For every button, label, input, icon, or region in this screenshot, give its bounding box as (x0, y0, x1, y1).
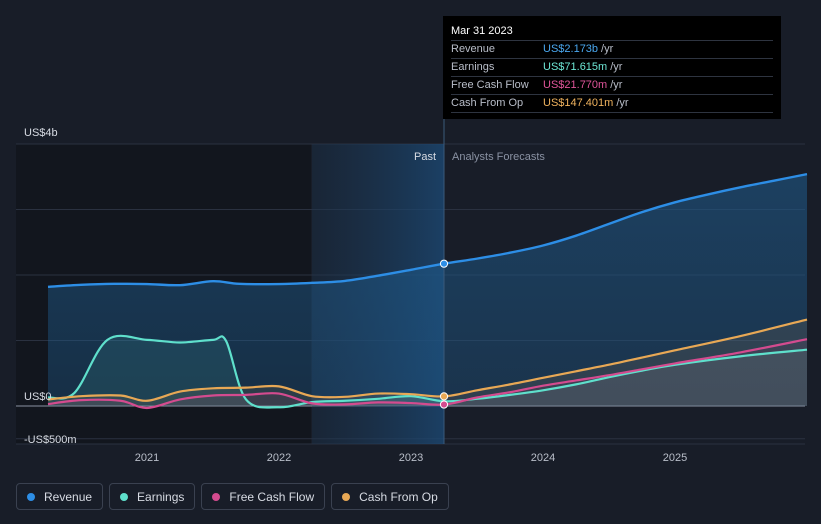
y-tick-label: US$0 (24, 391, 52, 403)
tooltip-value: US$71.615m (543, 61, 608, 73)
tooltip-label: Earnings (451, 61, 495, 73)
marker-free-cash-flow (439, 400, 449, 409)
legend-label: Free Cash Flow (229, 489, 315, 504)
area-cash-from-op (48, 319, 807, 406)
area-revenue (48, 174, 807, 406)
x-tick-label: 2025 (663, 452, 687, 464)
y-tick-label: -US$500m (24, 434, 77, 446)
series-lines (47, 172, 808, 410)
forecast-label: Analysts Forecasts (452, 151, 545, 163)
line-cash-from-op (47, 318, 808, 402)
tooltip-label: Revenue (451, 43, 496, 55)
marker-cash-from-op (439, 392, 449, 401)
x-tick-label: 2023 (399, 452, 423, 464)
legend: Revenue Earnings Free Cash Flow Cash Fro… (16, 483, 449, 510)
legend-label: Cash From Op (359, 489, 438, 504)
tooltip-unit: /yr (601, 43, 614, 55)
tooltip-unit: /yr (616, 97, 629, 109)
tooltip-label: Cash From Op (451, 97, 524, 109)
chart: US$4b US$0 -US$500m 2021 2022 2023 2024 2025 P… (16, 16, 808, 464)
x-axis-labels: 2021 2022 2023 2024 2025 (135, 452, 687, 464)
x-tick-label: 2021 (135, 452, 159, 464)
line-free-cash-flow (47, 338, 808, 410)
legend-label: Revenue (44, 489, 93, 504)
legend-dot-icon (342, 492, 351, 501)
tooltip-label: Free Cash Flow (451, 79, 529, 91)
legend-dot-icon (212, 492, 221, 501)
legend-dot-icon (27, 492, 35, 501)
area-earnings (48, 335, 807, 408)
legend-dot-icon (120, 492, 129, 501)
x-tick-label: 2022 (267, 452, 291, 464)
series-markers (439, 259, 449, 409)
legend-item-cash-from-op[interactable]: Cash From Op (331, 483, 449, 510)
tooltip-row-earnings: Earnings US$71.615m /yr (451, 59, 773, 77)
tooltip-value: US$21.770m (543, 79, 608, 91)
tooltip-row-cash-from-op: Cash From Op US$147.401m /yr (451, 95, 773, 113)
series-areas (48, 174, 807, 408)
tooltip-row-revenue: Revenue US$2.173b /yr (451, 41, 773, 59)
tooltip-row-free-cash-flow: Free Cash Flow US$21.770m /yr (451, 77, 773, 95)
tooltip-unit: /yr (610, 61, 623, 73)
marker-revenue (439, 259, 449, 268)
area-free-cash-flow (48, 339, 807, 408)
tooltip-value: US$2.173b (543, 43, 599, 55)
y-axis-labels: US$4b US$0 -US$500m (24, 127, 77, 446)
line-earnings (47, 334, 808, 409)
tooltip-value: US$147.401m (543, 97, 614, 109)
line-revenue (47, 172, 808, 288)
tooltip-unit: /yr (610, 79, 623, 91)
past-label: Past (414, 151, 436, 163)
legend-item-revenue[interactable]: Revenue (16, 483, 104, 510)
legend-item-free-cash-flow[interactable]: Free Cash Flow (201, 483, 326, 510)
tooltip: Mar 31 2023 Revenue US$2.173b /yr Earnin… (443, 16, 781, 119)
legend-label: Earnings (137, 489, 185, 504)
legend-item-earnings[interactable]: Earnings (109, 483, 196, 510)
tooltip-date: Mar 31 2023 (451, 23, 773, 41)
y-tick-label: US$4b (24, 127, 58, 139)
x-tick-label: 2024 (531, 452, 555, 464)
